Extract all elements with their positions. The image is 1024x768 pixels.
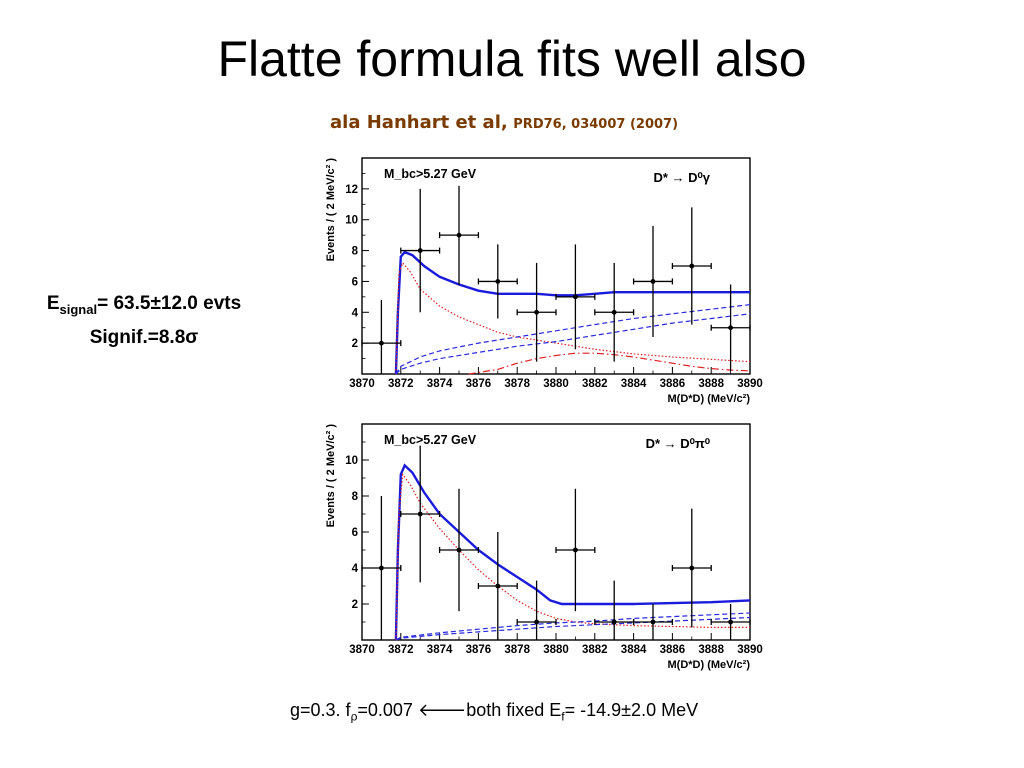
data-point <box>611 309 617 315</box>
cut-annotation: M_bc>5.27 GeV <box>384 433 477 447</box>
fit-curve-dotted-red <box>395 472 750 641</box>
x-tick-label: 3888 <box>698 644 724 656</box>
data-point <box>379 565 384 571</box>
plot-pi0: 3870 3872 3874 3876 3878 3880 3882 3884 3886 3888… <box>325 423 763 671</box>
data-point <box>495 583 501 589</box>
y-tick-label: 2 <box>352 338 358 350</box>
signal-significance: Signif.=8.8σ <box>6 324 282 352</box>
x-tick-label: 3870 <box>349 644 375 656</box>
y-tick-label: 2 <box>352 599 358 611</box>
left-arrow-icon: 🡐 <box>417 700 467 720</box>
x-tick-label: 3884 <box>621 378 647 390</box>
param-fixed-label: both fixed E <box>466 700 562 720</box>
x-tick-label: 3876 <box>466 644 492 656</box>
sigma-symbol: σ <box>185 326 199 348</box>
data-point <box>495 279 501 284</box>
plot-gamma-panel: 3870 3872 3874 3876 3878 3880 3882 3884 3886 3888… <box>318 150 766 406</box>
citation: ala Hanhart et al, PRD76, 034007 (2007) <box>330 112 678 133</box>
x-tick-label: 3888 <box>698 378 724 390</box>
signal-yield-prefix: E <box>46 293 60 314</box>
data-point <box>573 294 578 300</box>
data-point <box>534 309 539 315</box>
data-point <box>650 279 656 284</box>
signal-yield: Esignal= 63.5±12.0 evts <box>6 290 282 324</box>
x-tick-label: 3884 <box>621 644 647 656</box>
fit-curve-solid-blue <box>394 250 750 375</box>
slide-title: Flatte formula fits well also <box>217 31 807 87</box>
data-point <box>534 619 539 625</box>
y-tick-label: 6 <box>352 276 358 288</box>
x-tick-label: 3886 <box>660 644 686 656</box>
signal-yield-subscript: signal <box>59 301 98 317</box>
y-tick-label: 12 <box>345 184 358 196</box>
x-axis-label: M(D*D) (MeV/c²) <box>668 659 751 671</box>
param-f-value: =0.007 <box>357 700 418 720</box>
citation-authors: ala Hanhart et al, <box>330 112 508 133</box>
citation-reference: PRD76, 034007 (2007) <box>513 117 679 132</box>
data-point <box>417 248 423 253</box>
y-tick-label: 10 <box>345 455 358 467</box>
cut-annotation: M_bc>5.27 GeV <box>384 167 477 181</box>
x-tick-label: 3886 <box>660 378 686 390</box>
data-point <box>379 340 384 346</box>
x-tick-label: 3890 <box>737 378 763 390</box>
data-point <box>728 325 733 331</box>
fit-curve-solid-blue <box>394 463 751 641</box>
fit-parameters-note: g=0.3. fρ=0.007 🡐both fixed Ef= -14.9±2.… <box>290 700 698 724</box>
param-ef-subscript: f <box>561 709 565 724</box>
data-point <box>650 619 656 625</box>
signal-summary: Esignal= 63.5±12.0 evts Signif.=8.8σ <box>6 290 282 352</box>
x-tick-label: 3876 <box>466 378 492 390</box>
x-tick-label: 3880 <box>543 378 569 390</box>
data-point <box>689 565 695 571</box>
significance-value: Signif.=8.8 <box>89 326 186 348</box>
y-tick-label: 10 <box>345 215 358 227</box>
data-point <box>456 547 462 553</box>
x-tick-label: 3872 <box>388 378 414 390</box>
x-tick-label: 3878 <box>504 644 530 656</box>
param-ef-value: = -14.9±2.0 MeV <box>564 700 699 720</box>
y-tick-label: 8 <box>352 491 359 503</box>
plot-pi0-panel: 3870 3872 3874 3876 3878 3880 3882 3884 3886 3888… <box>318 416 766 672</box>
y-tick-label: 4 <box>352 563 359 575</box>
plot-gamma: 3870 3872 3874 3876 3878 3880 3882 3884 3886 3888… <box>325 157 763 405</box>
x-tick-label: 3882 <box>582 644 608 656</box>
y-tick-label: 6 <box>352 527 358 539</box>
data-point <box>573 547 578 553</box>
y-tick-label: 4 <box>352 307 359 319</box>
x-tick-label: 3870 <box>349 378 375 390</box>
fit-curve-dashdot-red <box>468 352 751 375</box>
signal-yield-value: = 63.5±12.0 evts <box>97 293 242 314</box>
decay-mode-annotation: D* → D⁰γ <box>653 170 710 185</box>
x-tick-label: 3878 <box>504 378 530 390</box>
fit-curve-dashed-blue <box>395 304 751 375</box>
x-tick-label: 3872 <box>388 644 414 656</box>
x-tick-label: 3874 <box>427 378 453 390</box>
data-point <box>456 232 462 238</box>
x-tick-label: 3880 <box>543 644 569 656</box>
data-point <box>611 619 617 625</box>
fit-curve-dashed-blue <box>395 313 751 375</box>
fit-curve-dashed-blue <box>395 616 751 641</box>
y-axis-label: Events / ( 2 MeV/c² ) <box>325 424 337 528</box>
y-tick-label: 8 <box>352 246 359 258</box>
x-tick-label: 3882 <box>582 378 608 390</box>
x-axis-label: M(D*D) (MeV/c²) <box>668 393 751 405</box>
data-point <box>689 263 695 269</box>
x-tick-label: 3874 <box>427 644 453 656</box>
decay-mode-annotation: D* → D⁰π⁰ <box>646 436 711 451</box>
param-g: g=0.3. f <box>290 700 351 720</box>
data-point <box>728 619 733 625</box>
x-tick-label: 3890 <box>737 644 763 656</box>
data-point <box>417 511 423 517</box>
y-axis-label: Events / ( 2 MeV/c² ) <box>325 158 337 262</box>
param-f-subscript: ρ <box>350 709 358 724</box>
